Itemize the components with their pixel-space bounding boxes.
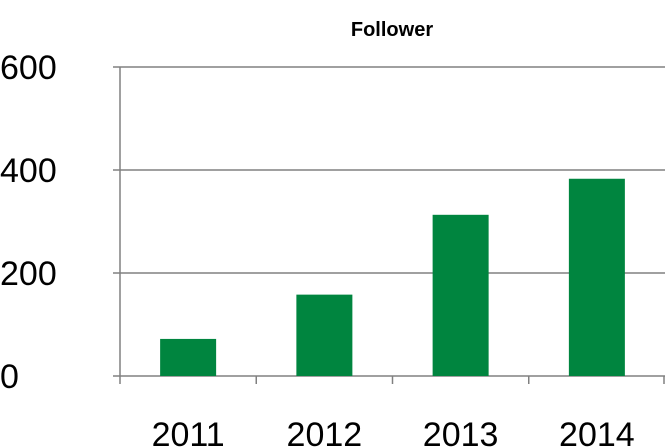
x-tick-label-2012: 2012 — [287, 416, 363, 448]
bar-2013 — [432, 214, 489, 376]
x-tick-label-2014: 2014 — [559, 416, 635, 448]
x-tick-label-2011: 2011 — [152, 416, 225, 448]
chart-title: Follower — [351, 19, 433, 41]
y-tick-label-400: 400 — [0, 152, 57, 190]
y-tick-label-0: 0 — [0, 358, 19, 396]
bar-2011 — [160, 338, 217, 376]
bar-2014 — [568, 178, 625, 376]
bars — [160, 178, 625, 376]
y-axis-tick-labels: 0 200 400 600 — [0, 49, 57, 396]
x-axis-tick-labels: 2011 2012 2013 2014 — [152, 416, 635, 448]
x-tick-label-2013: 2013 — [423, 416, 499, 448]
y-tick-label-600: 600 — [0, 49, 57, 87]
y-tick-label-200: 200 — [0, 255, 57, 293]
bar-2012 — [296, 294, 353, 376]
